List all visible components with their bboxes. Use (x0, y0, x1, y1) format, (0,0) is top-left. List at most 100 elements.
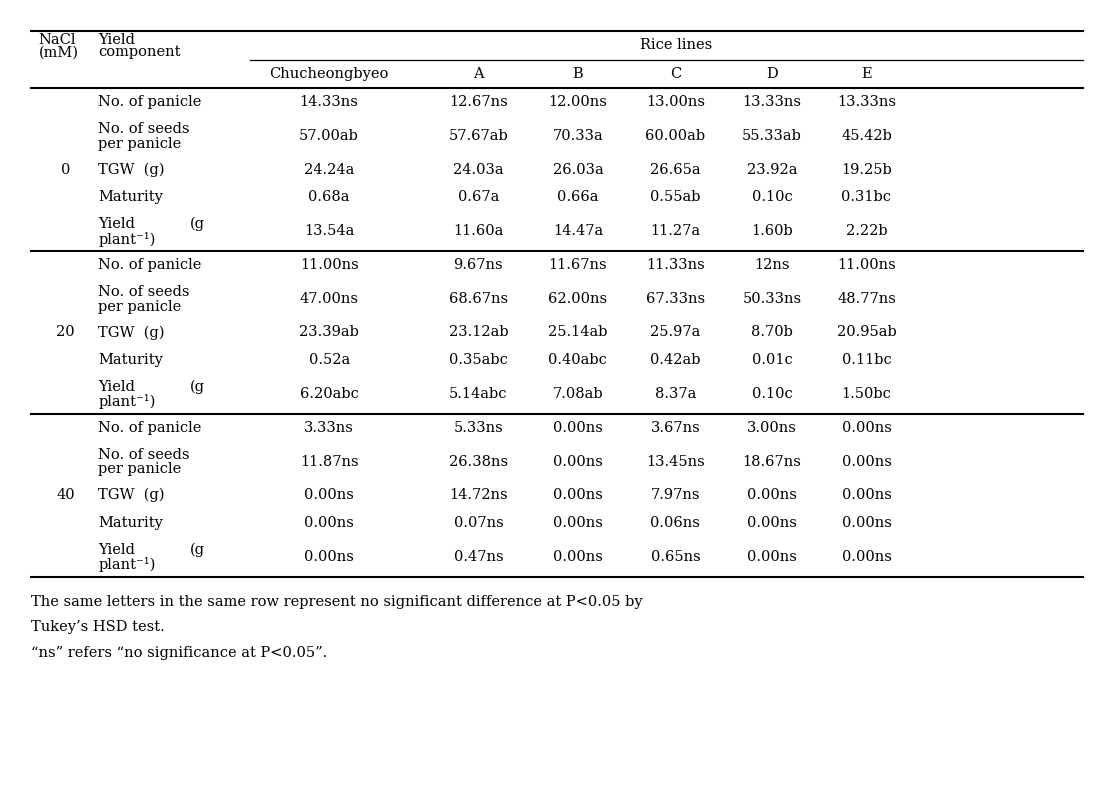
Text: 0.40abc: 0.40abc (548, 353, 607, 367)
Text: 25.97a: 25.97a (651, 325, 701, 340)
Text: 20: 20 (56, 325, 75, 340)
Text: 0.67a: 0.67a (458, 191, 499, 204)
Text: B: B (573, 67, 584, 81)
Text: TGW  (g): TGW (g) (98, 325, 165, 340)
Text: 23.92a: 23.92a (746, 162, 798, 177)
Text: Yield: Yield (98, 543, 135, 557)
Text: No. of seeds: No. of seeds (98, 448, 189, 462)
Text: 0.52a: 0.52a (309, 353, 350, 367)
Text: 50.33ns: 50.33ns (742, 292, 801, 306)
Text: 57.00ab: 57.00ab (300, 128, 359, 143)
Text: A: A (473, 67, 483, 81)
Text: 0.00ns: 0.00ns (304, 550, 354, 564)
Text: 11.27a: 11.27a (651, 224, 701, 238)
Text: Yield: Yield (98, 217, 135, 231)
Text: Maturity: Maturity (98, 353, 163, 367)
Text: 0.10c: 0.10c (752, 387, 792, 401)
Text: 8.70b: 8.70b (751, 325, 793, 340)
Text: 11.87ns: 11.87ns (300, 455, 359, 469)
Text: Tukey’s HSD test.: Tukey’s HSD test. (31, 620, 165, 634)
Text: 13.54a: 13.54a (304, 224, 354, 238)
Text: 62.00ns: 62.00ns (548, 292, 607, 306)
Text: “ns” refers “no significance at P<0.05”.: “ns” refers “no significance at P<0.05”. (31, 646, 326, 660)
Text: 13.00ns: 13.00ns (646, 95, 705, 109)
Text: 7.97ns: 7.97ns (651, 489, 701, 502)
Text: 40: 40 (56, 489, 75, 502)
Text: No. of seeds: No. of seeds (98, 122, 189, 136)
Text: D: D (766, 67, 778, 81)
Text: 0.55ab: 0.55ab (651, 191, 701, 204)
Text: 0.00ns: 0.00ns (553, 550, 603, 564)
Text: 14.33ns: 14.33ns (300, 95, 359, 109)
Text: 3.00ns: 3.00ns (747, 421, 797, 435)
Text: 18.67ns: 18.67ns (743, 455, 801, 469)
Text: 0.00ns: 0.00ns (553, 516, 603, 530)
Text: 12ns: 12ns (754, 258, 790, 272)
Text: 0.00ns: 0.00ns (553, 455, 603, 469)
Text: per panicle: per panicle (98, 137, 182, 151)
Text: 2.22b: 2.22b (846, 224, 887, 238)
Text: No. of panicle: No. of panicle (98, 258, 202, 272)
Text: 0.00ns: 0.00ns (841, 455, 891, 469)
Text: E: E (861, 67, 872, 81)
Text: (g: (g (189, 543, 205, 557)
Text: 13.45ns: 13.45ns (646, 455, 705, 469)
Text: 47.00ns: 47.00ns (300, 292, 359, 306)
Text: (g: (g (189, 217, 205, 232)
Text: 5.33ns: 5.33ns (453, 421, 504, 435)
Text: 8.37a: 8.37a (655, 387, 696, 401)
Text: 9.67ns: 9.67ns (453, 258, 504, 272)
Text: 0.47ns: 0.47ns (453, 550, 504, 564)
Text: 0.31bc: 0.31bc (841, 191, 891, 204)
Text: Maturity: Maturity (98, 191, 163, 204)
Text: 26.65a: 26.65a (651, 162, 701, 177)
Text: Maturity: Maturity (98, 516, 163, 530)
Text: 1.60b: 1.60b (751, 224, 793, 238)
Text: 13.33ns: 13.33ns (742, 95, 801, 109)
Text: per panicle: per panicle (98, 299, 182, 314)
Text: 70.33a: 70.33a (553, 128, 604, 143)
Text: 20.95ab: 20.95ab (837, 325, 897, 340)
Text: 57.67ab: 57.67ab (449, 128, 508, 143)
Text: 0.00ns: 0.00ns (304, 489, 354, 502)
Text: Yield: Yield (98, 32, 135, 46)
Text: 48.77ns: 48.77ns (837, 292, 896, 306)
Text: 0.35abc: 0.35abc (449, 353, 508, 367)
Text: 11.67ns: 11.67ns (548, 258, 607, 272)
Text: 0.11bc: 0.11bc (841, 353, 891, 367)
Text: 0: 0 (61, 162, 70, 177)
Text: 0.65ns: 0.65ns (651, 550, 701, 564)
Text: 68.67ns: 68.67ns (449, 292, 508, 306)
Text: 7.08ab: 7.08ab (553, 387, 603, 401)
Text: 0.00ns: 0.00ns (747, 550, 797, 564)
Text: 24.03a: 24.03a (453, 162, 504, 177)
Text: 23.39ab: 23.39ab (300, 325, 359, 340)
Text: 0.00ns: 0.00ns (304, 516, 354, 530)
Text: 24.24a: 24.24a (304, 162, 354, 177)
Text: 0.00ns: 0.00ns (553, 489, 603, 502)
Text: 19.25b: 19.25b (841, 162, 892, 177)
Text: 23.12ab: 23.12ab (449, 325, 508, 340)
Text: 12.00ns: 12.00ns (548, 95, 607, 109)
Text: 0.66a: 0.66a (557, 191, 598, 204)
Text: 45.42b: 45.42b (841, 128, 892, 143)
Text: 3.33ns: 3.33ns (304, 421, 354, 435)
Text: 0.00ns: 0.00ns (841, 489, 891, 502)
Text: 11.33ns: 11.33ns (646, 258, 705, 272)
Text: 0.00ns: 0.00ns (747, 516, 797, 530)
Text: 26.03a: 26.03a (553, 162, 604, 177)
Text: 5.14abc: 5.14abc (449, 387, 508, 401)
Text: 0.07ns: 0.07ns (453, 516, 504, 530)
Text: 0.00ns: 0.00ns (841, 516, 891, 530)
Text: 55.33ab: 55.33ab (742, 128, 802, 143)
Text: 0.00ns: 0.00ns (841, 550, 891, 564)
Text: 3.67ns: 3.67ns (651, 421, 701, 435)
Text: 11.00ns: 11.00ns (837, 258, 896, 272)
Text: 14.72ns: 14.72ns (449, 489, 508, 502)
Text: 26.38ns: 26.38ns (449, 455, 508, 469)
Text: TGW  (g): TGW (g) (98, 488, 165, 503)
Text: plant⁻¹): plant⁻¹) (98, 395, 156, 410)
Text: 25.14ab: 25.14ab (548, 325, 607, 340)
Text: 0.00ns: 0.00ns (841, 421, 891, 435)
Text: plant⁻¹): plant⁻¹) (98, 232, 156, 247)
